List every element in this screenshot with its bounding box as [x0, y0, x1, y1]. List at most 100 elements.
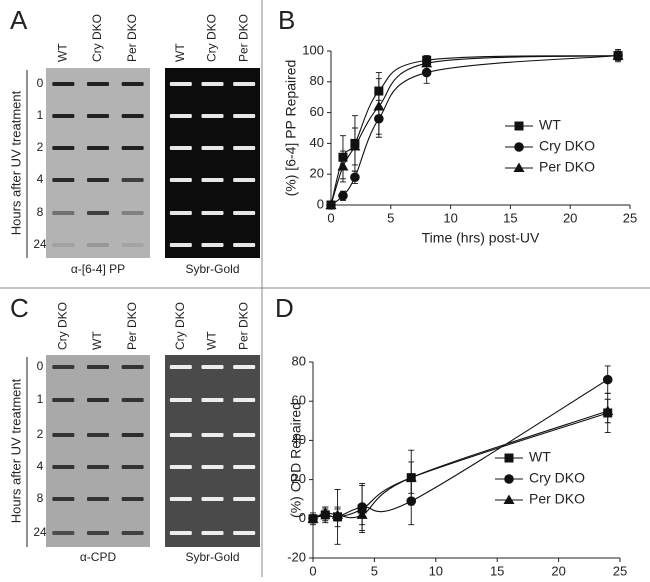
band	[169, 114, 192, 118]
column-label: WT	[173, 43, 187, 62]
legend-label: Per DKO	[529, 491, 585, 507]
band	[52, 398, 75, 402]
panel-label: A	[10, 5, 28, 35]
marker	[612, 50, 624, 60]
band	[169, 243, 192, 247]
legend-label: WT	[539, 117, 561, 133]
marker	[405, 472, 417, 482]
band	[121, 497, 144, 501]
band	[87, 114, 109, 118]
column-label: WT	[90, 331, 104, 350]
marker	[337, 161, 349, 171]
column-label: WT	[56, 43, 70, 62]
band	[233, 114, 256, 118]
y-tick-label: 40	[310, 135, 324, 150]
band	[52, 433, 75, 437]
band	[169, 398, 192, 402]
band	[233, 178, 256, 182]
x-tick-label: 10	[429, 563, 443, 577]
column-label: Cry DKO	[173, 302, 187, 350]
band	[233, 243, 256, 247]
x-tick-label: 5	[371, 563, 378, 577]
y-tick-label: 0	[317, 196, 324, 211]
x-tick-label: 20	[563, 210, 577, 225]
column-label: Per DKO	[236, 14, 250, 62]
gel-caption: Sybr-Gold	[185, 550, 239, 564]
row-label: 1	[37, 392, 44, 406]
row-label: 4	[37, 459, 44, 473]
band	[201, 178, 224, 182]
panel-label: C	[10, 293, 29, 323]
marker	[504, 453, 514, 463]
x-axis-label: Time (hrs) post-UV	[422, 230, 540, 246]
marker	[332, 509, 344, 519]
band	[121, 211, 144, 215]
marker	[602, 405, 614, 415]
marker	[504, 474, 514, 484]
band	[87, 433, 109, 437]
series-line	[330, 55, 619, 206]
marker	[421, 67, 432, 78]
marker	[338, 190, 348, 201]
band	[233, 211, 256, 215]
row-label: 1	[37, 108, 44, 122]
y-tick-label: -20	[287, 549, 306, 564]
band	[233, 465, 256, 469]
band	[121, 531, 144, 535]
band	[169, 146, 192, 150]
band	[233, 531, 256, 535]
band	[52, 146, 75, 150]
x-tick-label: 15	[503, 210, 517, 225]
band	[201, 146, 224, 150]
x-tick-label: 20	[551, 563, 565, 577]
panel-label: B	[278, 5, 295, 35]
band	[169, 365, 192, 369]
band	[121, 398, 144, 402]
row-label: 0	[37, 359, 44, 373]
band	[121, 433, 144, 437]
marker	[421, 57, 433, 68]
legend-label: Cry DKO	[539, 138, 595, 154]
band	[233, 146, 256, 150]
band	[87, 243, 109, 247]
y-axis-label: (%) [6-4] PP Repaired	[283, 60, 299, 197]
gel-caption: Sybr-Gold	[185, 262, 239, 276]
band	[233, 365, 256, 369]
y-tick-label: 80	[292, 353, 306, 368]
row-label: 24	[33, 237, 47, 251]
band	[121, 365, 144, 369]
y-tick-label: 20	[310, 166, 324, 181]
gel	[165, 68, 260, 258]
band	[87, 497, 109, 501]
band	[233, 433, 256, 437]
marker	[503, 494, 515, 504]
band	[121, 465, 144, 469]
band	[121, 114, 144, 118]
band	[201, 398, 224, 402]
column-label: Cry DKO	[205, 14, 219, 62]
row-label: 4	[37, 172, 44, 186]
band	[233, 497, 256, 501]
y-tick-label: 80	[310, 73, 324, 88]
band	[201, 531, 224, 535]
band	[169, 82, 192, 86]
marker	[513, 162, 525, 172]
row-label: 8	[37, 491, 44, 505]
band	[233, 398, 256, 402]
marker	[349, 140, 361, 151]
band	[201, 433, 224, 437]
band	[201, 82, 224, 86]
legend-label: Cry DKO	[529, 470, 585, 486]
column-label: Cry DKO	[90, 14, 104, 62]
band	[201, 114, 224, 118]
band	[87, 398, 109, 402]
band	[233, 82, 256, 86]
y-tick-label: 20	[292, 471, 306, 486]
row-label: 24	[33, 525, 47, 539]
band	[121, 146, 144, 150]
band	[169, 465, 192, 469]
row-label: 8	[37, 205, 44, 219]
band	[169, 178, 192, 182]
y-tick-label: 60	[310, 104, 324, 119]
marker	[350, 172, 360, 183]
